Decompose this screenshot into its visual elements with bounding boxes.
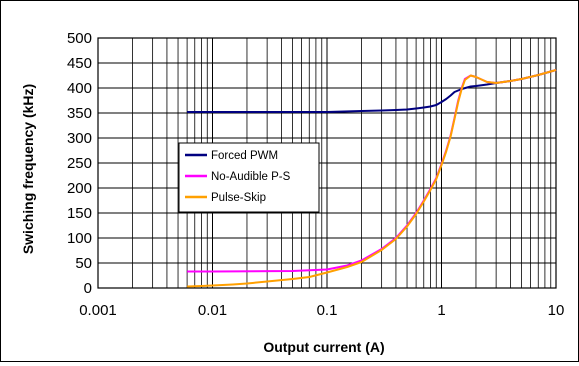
x-tick-label: 1: [437, 302, 445, 319]
legend-entry: Pulse-Skip: [211, 192, 266, 204]
series-line-0: [187, 69, 557, 113]
legend-entry: No-Audible P-S: [211, 171, 291, 183]
y-tick-label: 500: [67, 30, 92, 47]
y-tick-label: 350: [67, 105, 92, 122]
x-axis-label: Output current (A): [263, 339, 384, 355]
y-tick-label: 300: [67, 130, 92, 147]
plot-area-border: [97, 37, 557, 289]
y-tick-label: 450: [67, 55, 92, 72]
y-tick-label: 400: [67, 80, 92, 97]
x-tick-label: 0.001: [79, 302, 117, 319]
y-tick-label: 250: [67, 155, 92, 172]
series-line-2: [187, 69, 557, 288]
y-tick-label: 150: [67, 205, 92, 222]
y-tick-label: 0: [84, 280, 92, 297]
legend-entry: Forced PWM: [211, 150, 278, 162]
y-tick-label: 100: [67, 230, 92, 247]
y-axis-label: Swiching frequency (kHz): [20, 84, 36, 254]
x-tick-label: 0.01: [198, 302, 227, 319]
y-tick-label: 200: [67, 180, 92, 197]
x-tick-label: 10: [548, 302, 565, 319]
y-tick-label: 50: [75, 255, 92, 272]
x-tick-label: 0.1: [317, 302, 338, 319]
